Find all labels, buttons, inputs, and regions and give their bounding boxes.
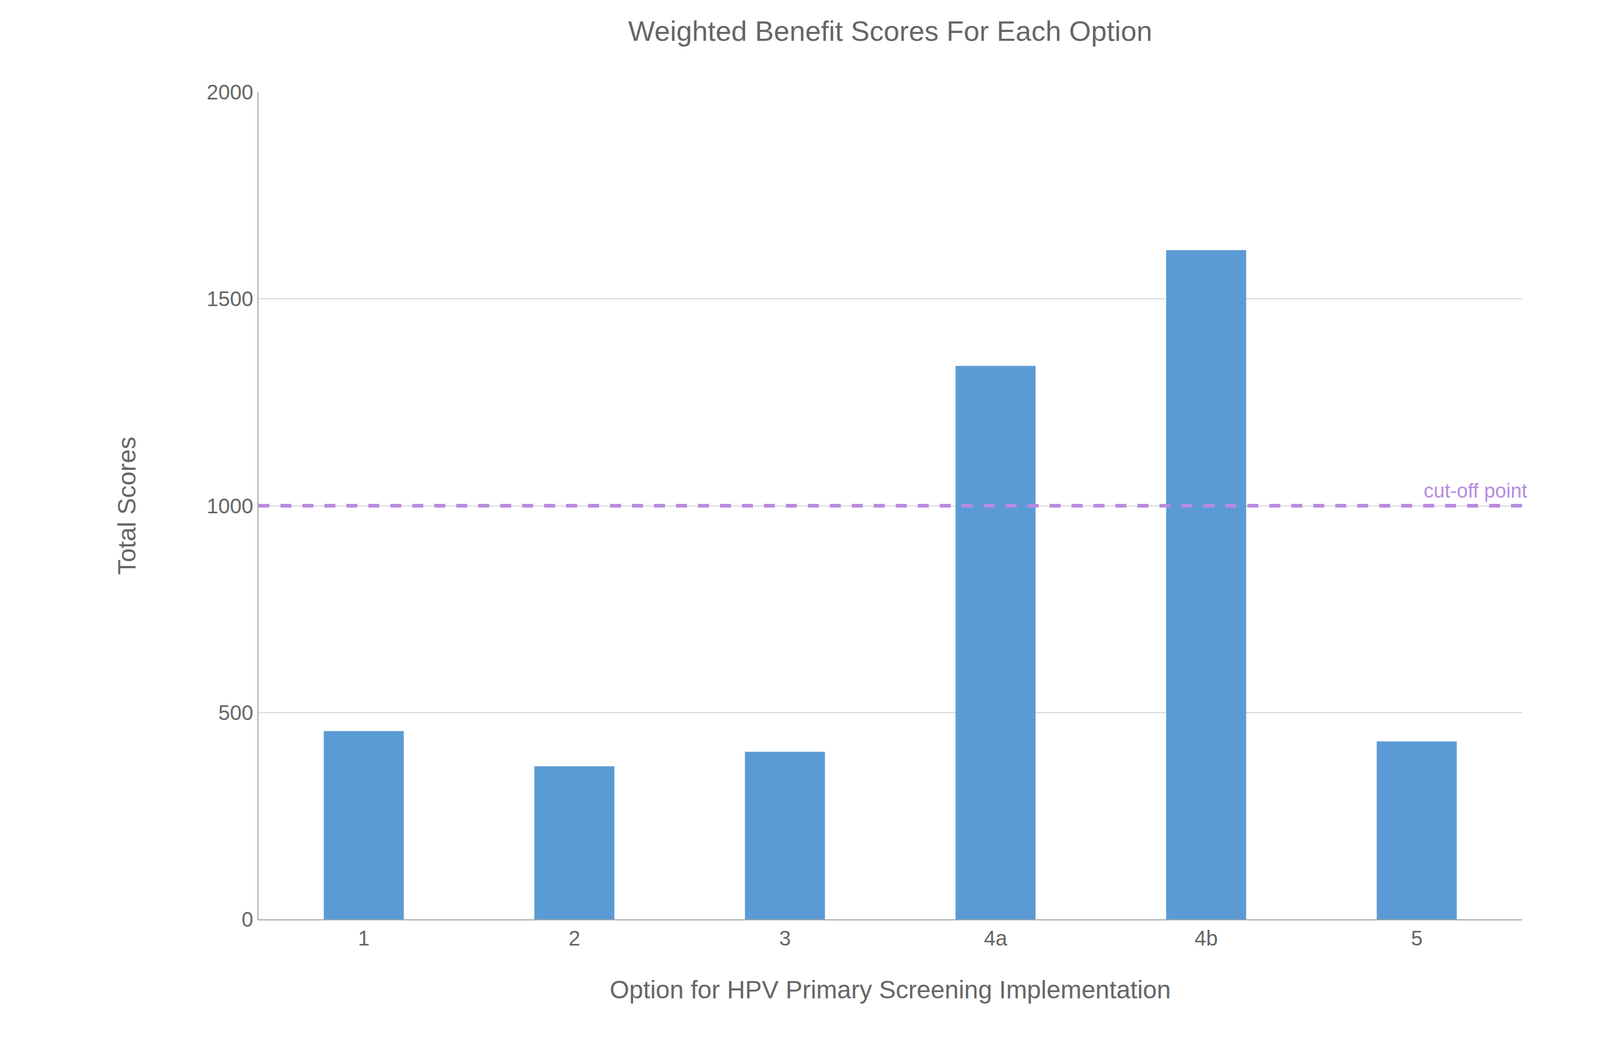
- svg-text:Total Scores: Total Scores: [113, 436, 141, 575]
- svg-text:3: 3: [779, 926, 791, 950]
- svg-text:500: 500: [218, 701, 254, 725]
- svg-text:5: 5: [1411, 926, 1423, 950]
- svg-text:1000: 1000: [206, 494, 254, 518]
- svg-text:Weighted Benefit Scores For Ea: Weighted Benefit Scores For Each Option: [628, 15, 1153, 47]
- svg-text:cut-off point: cut-off point: [1423, 479, 1528, 502]
- svg-text:2000: 2000: [206, 80, 254, 104]
- svg-text:2: 2: [568, 926, 581, 950]
- svg-text:1500: 1500: [206, 287, 254, 311]
- svg-text:4a: 4a: [984, 926, 1008, 950]
- svg-text:0: 0: [241, 907, 254, 931]
- svg-text:Option for HPV Primary Screeni: Option for HPV Primary Screening Impleme…: [609, 975, 1171, 1004]
- svg-text:1: 1: [357, 926, 370, 950]
- svg-text:4b: 4b: [1194, 926, 1219, 950]
